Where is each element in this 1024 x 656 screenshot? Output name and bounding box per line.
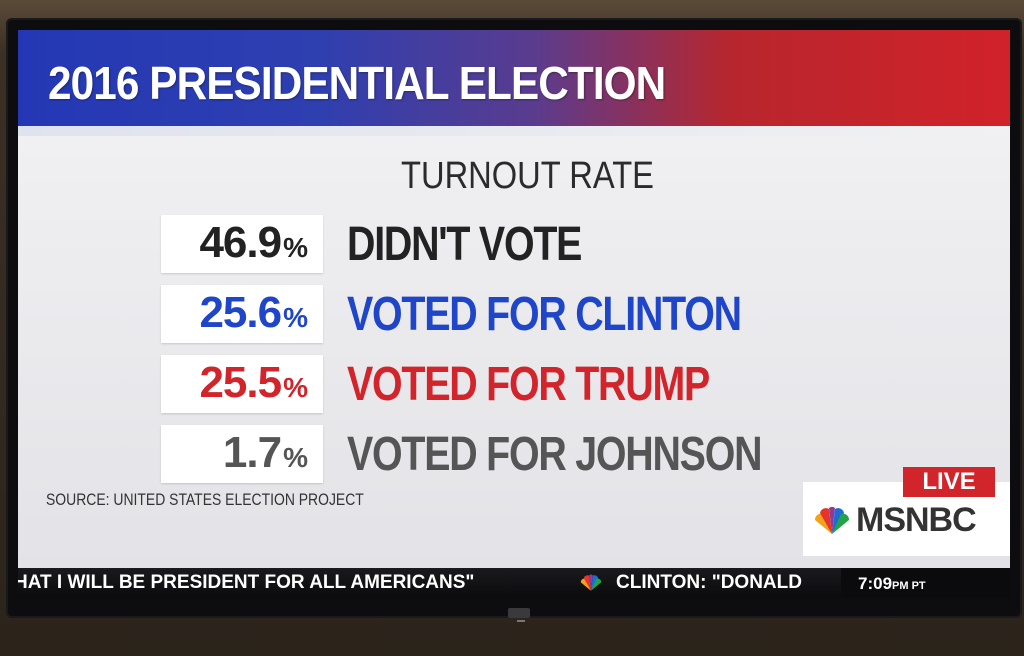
ticker-time: 7:09PM PT <box>858 574 926 593</box>
value-box: 25.6% <box>161 285 323 343</box>
headline: 2016 PRESIDENTIAL ELECTION <box>48 57 666 109</box>
tv-stand-mark <box>517 620 525 622</box>
value: 46.9% <box>199 218 308 267</box>
value: 25.5% <box>199 358 308 407</box>
value-box: 25.5% <box>161 355 323 413</box>
row-label: DIDN'T VOTE <box>347 218 582 271</box>
banner-stripe <box>18 126 1010 136</box>
ticker-time-box <box>841 568 1010 598</box>
subtitle: TURNOUT RATE <box>401 155 654 197</box>
tv-brand-logo <box>508 608 530 618</box>
title-banner: 2016 PRESIDENTIAL ELECTION <box>18 30 1010 126</box>
news-ticker: HAT I WILL BE PRESIDENT FOR ALL AMERICAN… <box>18 568 1010 598</box>
nbc-peacock-icon <box>814 507 850 534</box>
value-box: 46.9% <box>161 215 323 273</box>
ticker-text-left: HAT I WILL BE PRESIDENT FOR ALL AMERICAN… <box>18 572 475 593</box>
row-label: VOTED FOR TRUMP <box>347 358 710 411</box>
value-box: 1.7% <box>161 425 323 483</box>
nbc-peacock-icon <box>580 574 602 591</box>
network-name: MSNBC <box>856 501 977 539</box>
value: 25.6% <box>199 288 308 337</box>
live-badge: LIVE <box>903 467 995 497</box>
row-label: VOTED FOR CLINTON <box>347 288 742 341</box>
ticker-text-right: CLINTON: "DONALD <box>616 572 802 593</box>
tv-screen: 2016 PRESIDENTIAL ELECTION TURNOUT RATE … <box>18 30 1010 598</box>
source-note: SOURCE: UNITED STATES ELECTION PROJECT <box>46 490 364 509</box>
value: 1.7% <box>222 428 308 477</box>
row-label: VOTED FOR JOHNSON <box>347 428 763 481</box>
